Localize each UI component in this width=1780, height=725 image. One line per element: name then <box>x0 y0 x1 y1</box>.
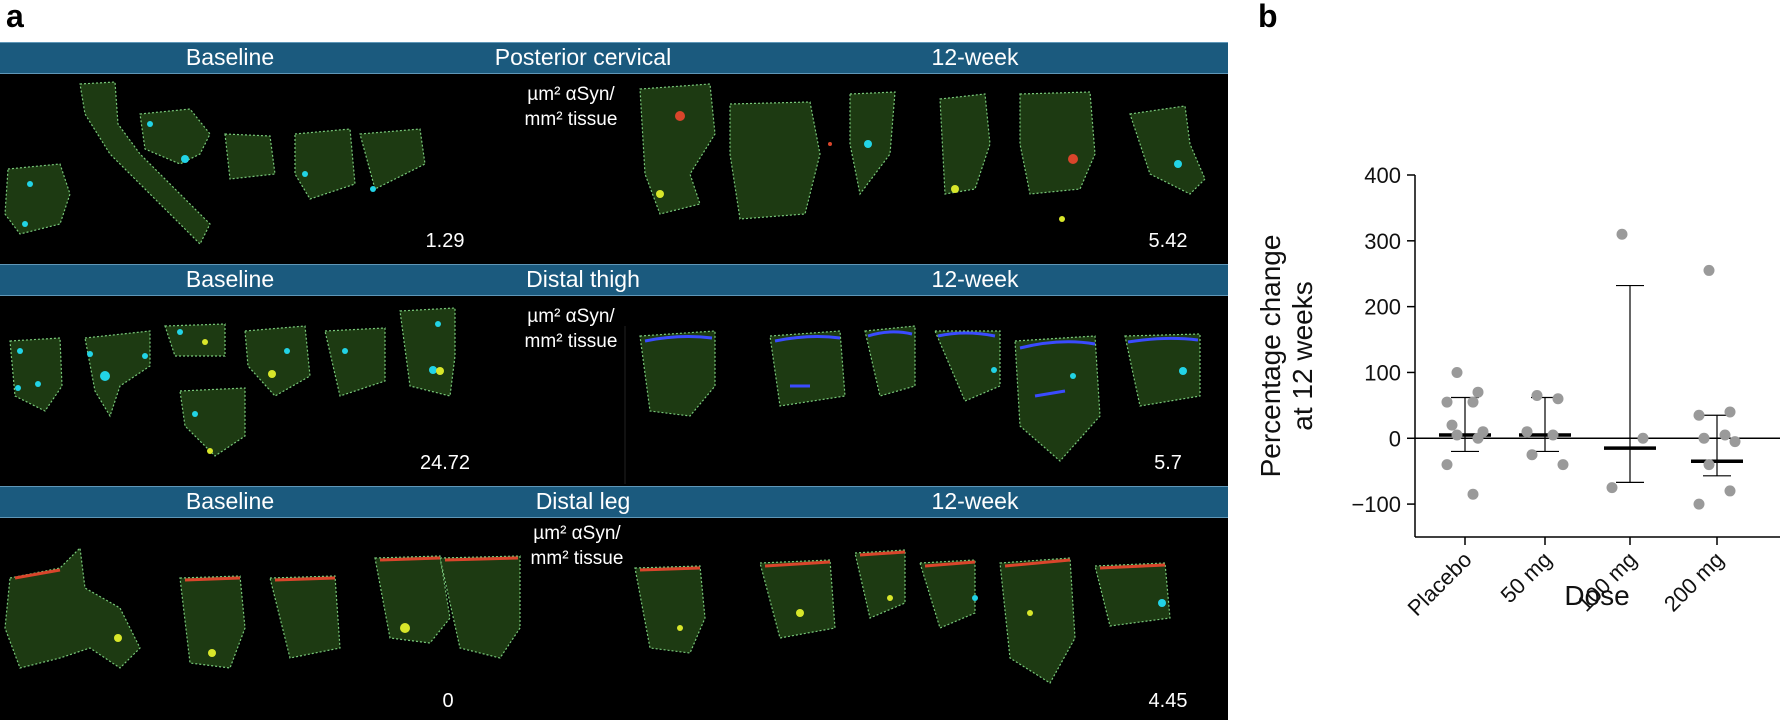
data-point <box>1693 498 1705 510</box>
data-point <box>1606 482 1618 494</box>
unit-line-1: µm² αSyn/ <box>527 84 615 105</box>
baseline-label: Baseline <box>185 488 275 514</box>
x-tick-label: Placebo <box>1403 547 1477 621</box>
data-point <box>1531 389 1543 401</box>
micrograph-row <box>0 74 1228 266</box>
baseline-value: 1.29 <box>425 230 465 252</box>
tissue-sections <box>4 81 1206 246</box>
data-point <box>1637 432 1649 444</box>
y-tick-label: 300 <box>1364 229 1401 254</box>
unit-line-1: µm² αSyn/ <box>527 306 615 327</box>
followup-label: 12-week <box>931 488 1019 514</box>
data-point <box>1703 264 1715 276</box>
x-axis-label: Dose <box>1564 580 1629 611</box>
row-header-bar: Baseline Distal leg 12-week <box>0 486 1228 518</box>
x-tick-label: 50 mg <box>1496 547 1557 608</box>
region-label: Posterior cervical <box>494 44 672 70</box>
data-points <box>1441 228 1741 510</box>
data-point <box>1472 386 1484 398</box>
y-tick-label: 100 <box>1364 360 1401 385</box>
data-point <box>1441 459 1453 471</box>
micrograph-row <box>0 518 1228 720</box>
followup-label: 12-week <box>931 266 1019 292</box>
unit-line-1: µm² αSyn/ <box>533 523 621 544</box>
data-point <box>1547 429 1559 441</box>
followup-value: 5.42 <box>1148 230 1188 252</box>
data-point <box>1441 396 1453 408</box>
y-tick-label: 200 <box>1364 295 1401 320</box>
data-point <box>1451 429 1463 441</box>
unit-label: µm² αSyn/ mm² tissue <box>525 82 618 132</box>
data-point <box>1451 366 1463 378</box>
followup-value: 4.45 <box>1148 690 1188 712</box>
data-point <box>1616 228 1628 240</box>
panel-b-letter: b <box>1258 0 1278 34</box>
data-point <box>1719 429 1731 441</box>
data-point <box>1557 459 1569 471</box>
unit-line-2: mm² tissue <box>530 548 624 569</box>
panel-a-letter: a <box>6 0 24 34</box>
y-tick-label: −100 <box>1351 492 1401 517</box>
data-point <box>1472 432 1484 444</box>
y-axis-label: at 12 weeks <box>1287 281 1318 430</box>
data-point <box>1552 393 1564 405</box>
unit-label: µm² αSyn/ mm² tissue <box>531 521 624 571</box>
baseline-label: Baseline <box>185 266 275 292</box>
baseline-value: 24.72 <box>419 452 471 474</box>
y-axis-label: Percentage change <box>1255 235 1286 478</box>
row-header-bar: Baseline Distal thigh 12-week <box>0 264 1228 296</box>
data-point <box>1693 409 1705 421</box>
panel-a-image-grid: Baseline Posterior cervical 12-week <box>0 42 1228 720</box>
data-point <box>1729 436 1741 448</box>
tissue-sections <box>9 307 1201 484</box>
baseline-label: Baseline <box>185 44 275 70</box>
data-point <box>1521 426 1533 438</box>
micrograph-row <box>0 296 1228 486</box>
unit-line-2: mm² tissue <box>524 331 618 352</box>
unit-line-2: mm² tissue <box>524 109 618 130</box>
region-label: Distal leg <box>535 488 631 514</box>
tissue-sections <box>4 546 1171 684</box>
region-label: Distal thigh <box>526 266 640 292</box>
data-point <box>1467 396 1479 408</box>
y-axis: −100 0 100 200 300 400 <box>1351 163 1416 537</box>
data-point <box>1703 459 1715 471</box>
data-point <box>1526 449 1538 461</box>
data-point <box>1724 485 1736 497</box>
followup-label: 12-week <box>931 44 1019 70</box>
data-point <box>1467 488 1479 500</box>
error-bars <box>1439 284 1743 483</box>
y-tick-label: 0 <box>1389 426 1401 451</box>
followup-value: 5.7 <box>1154 452 1182 474</box>
data-point <box>1698 432 1710 444</box>
y-tick-label: 400 <box>1364 163 1401 188</box>
data-point <box>1724 406 1736 418</box>
x-tick-label: 200 mg <box>1659 547 1729 617</box>
unit-label: µm² αSyn/ mm² tissue <box>525 304 618 354</box>
data-point <box>1446 419 1458 431</box>
row-header-bar: Baseline Posterior cervical 12-week <box>0 42 1228 74</box>
baseline-value: 0 <box>442 690 454 712</box>
